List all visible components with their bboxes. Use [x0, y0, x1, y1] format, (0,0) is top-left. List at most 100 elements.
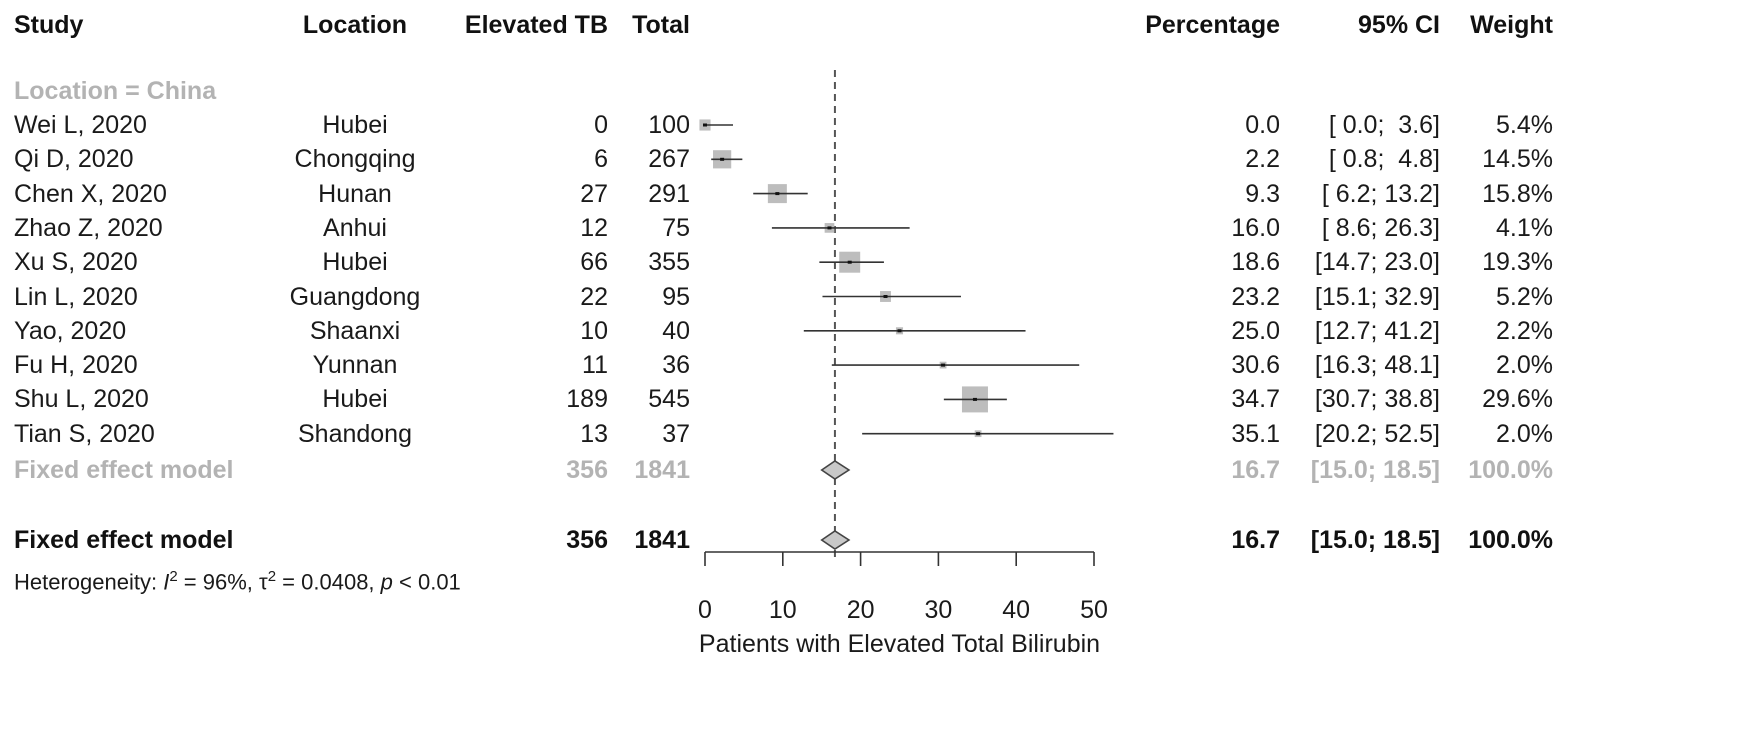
- header-location: Location: [302, 11, 408, 39]
- x-tick-label: 20: [847, 596, 875, 624]
- het-tau-value: = 0.0408,: [276, 569, 381, 595]
- study-events: 22: [580, 282, 608, 311]
- study-total: 95: [662, 282, 690, 311]
- study-percentage: 16.0: [1231, 213, 1280, 242]
- study-events: 189: [566, 385, 608, 414]
- het-prefix: Heterogeneity:: [14, 569, 164, 595]
- study-weight: 5.2%: [1496, 282, 1553, 311]
- subgroup-summary-ci: [15.0; 18.5]: [1310, 456, 1440, 484]
- study-location: Shaanxi: [309, 316, 401, 345]
- x-tick-label: 10: [769, 596, 797, 624]
- study-ci: [ 0.0; 3.6]: [1328, 111, 1440, 139]
- study-events: 66: [580, 248, 608, 277]
- study-events: 13: [580, 419, 608, 448]
- overall-diamond: [820, 530, 851, 550]
- study-total: 291: [648, 179, 690, 208]
- study-total: 40: [662, 316, 690, 345]
- study-name: Qi D, 2020: [14, 145, 134, 174]
- study-ci: [ 8.6; 26.3]: [1321, 213, 1440, 242]
- study-events: 0: [594, 111, 608, 139]
- study-name: Lin L, 2020: [14, 282, 138, 311]
- study-events: 10: [580, 316, 608, 345]
- study-ci: [14.7; 23.0]: [1314, 248, 1440, 277]
- study-weight: 5.4%: [1496, 111, 1553, 139]
- study-total: 37: [662, 419, 690, 448]
- overall-summary-label: Fixed effect model: [14, 526, 234, 554]
- study-ci: [16.3; 48.1]: [1314, 351, 1440, 380]
- study-location: Hunan: [318, 179, 392, 208]
- study-location: Yunnan: [312, 351, 398, 380]
- study-events: 11: [582, 351, 608, 380]
- het-i2-value: = 96%,: [177, 569, 260, 595]
- study-location: Hubei: [322, 111, 388, 139]
- overall-summary-events: 356: [566, 526, 608, 554]
- study-percentage: 9.3: [1245, 179, 1280, 208]
- study-percentage: 18.6: [1231, 248, 1280, 277]
- study-weight: 15.8%: [1482, 179, 1553, 208]
- study-location: Anhui: [323, 213, 387, 242]
- header-weight: Weight: [1470, 11, 1553, 39]
- study-ci: [ 0.8; 4.8]: [1328, 145, 1440, 174]
- study-name: Wei L, 2020: [14, 111, 147, 139]
- header-ci: 95% CI: [1358, 11, 1440, 39]
- overall-summary-total: 1841: [634, 526, 690, 554]
- overall-summary-ci: [15.0; 18.5]: [1310, 526, 1440, 554]
- subgroup-summary-events: 356: [566, 456, 608, 484]
- x-axis-label: Patients with Elevated Total Bilirubin: [699, 630, 1100, 658]
- study-percentage: 2.2: [1245, 145, 1280, 174]
- study-ci: [12.7; 41.2]: [1314, 316, 1440, 345]
- study-location: Chongqing: [294, 145, 416, 174]
- study-percentage: 35.1: [1231, 419, 1280, 448]
- study-weight: 14.5%: [1482, 145, 1553, 174]
- study-weight: 2.2%: [1496, 316, 1553, 345]
- study-name: Tian S, 2020: [14, 419, 155, 448]
- study-total: 100: [648, 111, 690, 139]
- study-total: 75: [662, 213, 690, 242]
- x-tick-label: 0: [698, 596, 712, 624]
- study-name: Shu L, 2020: [14, 385, 149, 414]
- subgroup-summary-weight: 100.0%: [1468, 456, 1553, 484]
- study-total: 36: [662, 351, 690, 380]
- study-total: 267: [648, 145, 690, 174]
- x-tick-label: 30: [924, 596, 952, 624]
- subgroup-summary-label: Fixed effect model: [14, 456, 234, 484]
- overall-summary-weight: 100.0%: [1468, 526, 1553, 554]
- het-p-value: < 0.01: [392, 569, 461, 595]
- study-total: 355: [648, 248, 690, 277]
- study-ci: [15.1; 32.9]: [1314, 282, 1440, 311]
- header-elevated-tb: Elevated TB: [464, 11, 608, 39]
- study-name: Zhao Z, 2020: [14, 213, 163, 242]
- study-percentage: 0.0: [1245, 111, 1280, 139]
- het-tau-symbol: τ: [259, 569, 268, 595]
- header-study: Study: [14, 11, 84, 39]
- study-percentage: 30.6: [1231, 351, 1280, 380]
- subgroup-label: Location = China: [14, 77, 217, 105]
- study-location: Shandong: [297, 419, 412, 448]
- study-weight: 4.1%: [1496, 213, 1553, 242]
- subgroup-summary-percentage: 16.7: [1231, 456, 1280, 484]
- het-tau-sup: 2: [267, 568, 277, 585]
- x-tick-label: 50: [1080, 596, 1108, 624]
- study-name: Yao, 2020: [14, 316, 127, 345]
- study-location: Guangdong: [289, 282, 421, 311]
- header-total: Total: [632, 11, 690, 39]
- het-i2-symbol: I: [163, 569, 170, 595]
- het-i2-sup: 2: [169, 568, 178, 585]
- study-events: 27: [580, 179, 608, 208]
- subgroup-summary-total: 1841: [634, 456, 690, 484]
- study-percentage: 23.2: [1231, 282, 1280, 311]
- subgroup-diamond: [820, 460, 851, 480]
- x-tick-label: 40: [1002, 596, 1030, 624]
- study-weight: 19.3%: [1482, 248, 1553, 277]
- study-total: 545: [648, 385, 690, 414]
- study-events: 6: [594, 145, 608, 174]
- study-name: Xu S, 2020: [14, 248, 138, 277]
- heterogeneity-text: Heterogeneity: I2 = 96%, τ2 = 0.0408, p …: [14, 562, 461, 597]
- study-location: Hubei: [322, 385, 388, 414]
- het-p-symbol: p: [380, 569, 393, 595]
- study-weight: 2.0%: [1496, 419, 1553, 448]
- study-name: Chen X, 2020: [14, 179, 167, 208]
- study-ci: [30.7; 38.8]: [1314, 385, 1440, 414]
